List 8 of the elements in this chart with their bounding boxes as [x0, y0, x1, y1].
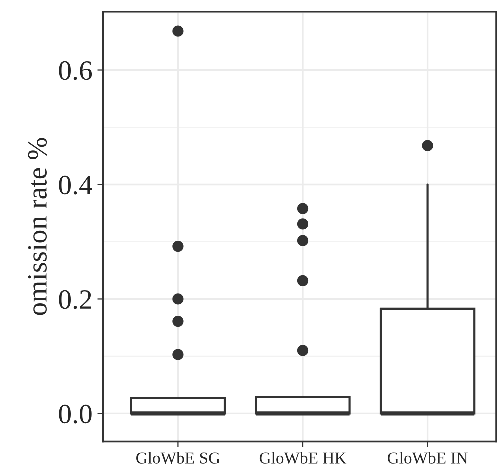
x-tick-label: GloWbE IN: [388, 452, 468, 464]
y-axis-title: omission rate %: [28, 138, 48, 316]
y-tick-label: 0.2: [59, 290, 92, 310]
x-tick-label: GloWbE SG: [136, 452, 220, 464]
y-tick-label: 0.4: [59, 176, 92, 195]
x-tick-label: GloWbE HK: [260, 452, 347, 464]
y-tick-label: 0.6: [59, 61, 92, 80]
y-tick-label: 0.0: [59, 404, 92, 424]
